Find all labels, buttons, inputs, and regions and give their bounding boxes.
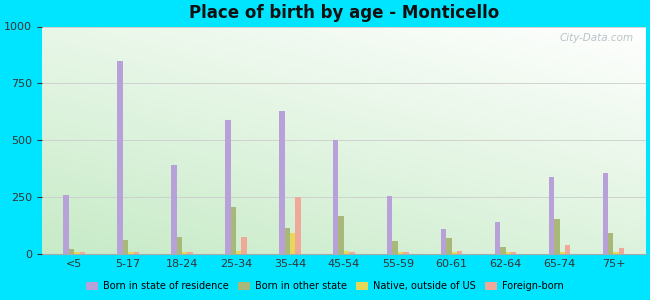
Bar — [118, 61, 123, 254]
Bar — [565, 245, 570, 254]
Bar — [500, 247, 506, 254]
Bar — [452, 252, 457, 254]
Bar — [349, 252, 355, 254]
Bar — [182, 252, 187, 254]
Text: City-Data.com: City-Data.com — [560, 33, 634, 43]
Bar — [133, 252, 139, 254]
Bar — [295, 197, 301, 254]
Title: Place of birth by age - Monticello: Place of birth by age - Monticello — [188, 4, 499, 22]
Bar — [231, 207, 236, 254]
Bar — [495, 222, 501, 254]
Bar — [614, 252, 619, 254]
Bar — [393, 242, 398, 254]
Bar — [619, 248, 624, 254]
Bar — [554, 219, 560, 254]
Legend: Born in state of residence, Born in other state, Native, outside of US, Foreign-: Born in state of residence, Born in othe… — [83, 278, 567, 295]
Bar — [236, 250, 241, 254]
Bar — [447, 238, 452, 254]
Bar — [123, 240, 128, 254]
Bar — [172, 165, 177, 254]
Bar — [511, 252, 516, 254]
Bar — [387, 196, 393, 254]
Bar — [403, 252, 409, 254]
Bar — [344, 250, 349, 254]
Bar — [457, 250, 463, 254]
Bar — [69, 249, 74, 254]
Bar — [80, 252, 85, 254]
Bar — [74, 252, 80, 254]
Bar — [285, 228, 290, 254]
Bar — [177, 237, 182, 254]
Bar — [441, 229, 447, 254]
Bar — [187, 252, 193, 254]
Bar — [290, 233, 295, 254]
Bar — [333, 140, 339, 254]
Bar — [279, 111, 285, 254]
Bar — [603, 173, 608, 254]
Bar — [226, 120, 231, 254]
Bar — [339, 216, 344, 254]
Bar — [64, 195, 69, 254]
Bar — [398, 252, 403, 254]
Bar — [128, 252, 133, 254]
Bar — [506, 252, 511, 254]
Bar — [608, 233, 614, 254]
Bar — [560, 252, 565, 254]
Bar — [241, 237, 247, 254]
Bar — [549, 177, 554, 254]
